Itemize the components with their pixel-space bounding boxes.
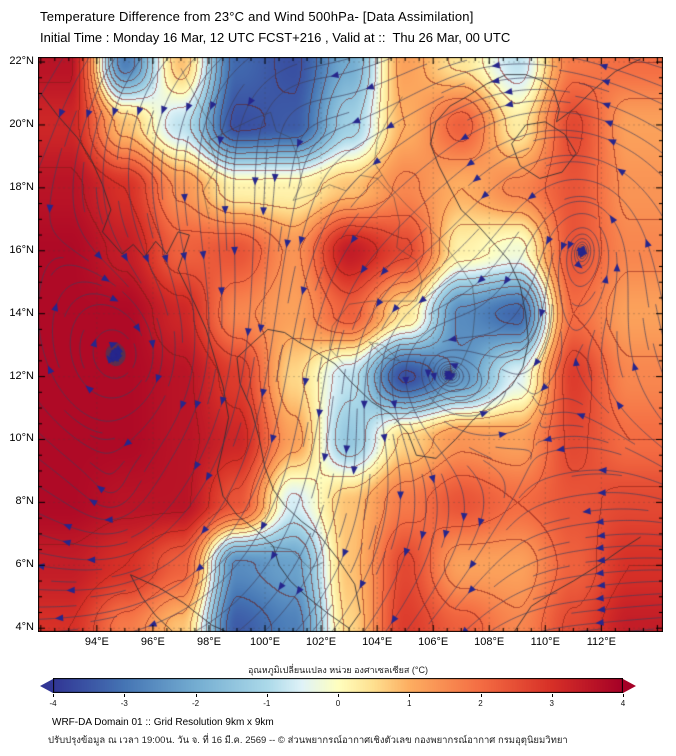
colorbar-tick-value: -3: [120, 699, 128, 708]
x-tick-label: 98°E: [196, 636, 221, 648]
colorbar-tick-mark: [124, 694, 126, 697]
colorbar: [0, 678, 676, 693]
colorbar-tick-mark: [338, 694, 339, 697]
chart-subtitle: Initial Time : Monday 16 Mar, 12 UTC FCS…: [40, 30, 511, 45]
map-canvas: [38, 57, 663, 632]
x-tick-label: 96°E: [140, 636, 165, 648]
colorbar-tick-value: 4: [620, 699, 626, 708]
x-tick-label: 106°E: [418, 636, 449, 648]
colorbar-gradient: [53, 678, 623, 693]
colorbar-tick-value: 2: [478, 699, 483, 708]
x-tick-label: 94°E: [84, 636, 109, 648]
footer-domain-info: WRF-DA Domain 01 :: Grid Resolution 9km …: [52, 717, 274, 728]
colorbar-left-arrow-icon: [40, 678, 53, 693]
colorbar-tick-mark: [266, 694, 268, 697]
colorbar-tick-value: 1: [407, 699, 412, 708]
x-tick-label: 108°E: [474, 636, 505, 648]
colorbar-right-arrow-icon: [623, 678, 636, 693]
x-tick-label: 110°E: [530, 636, 560, 648]
colorbar-tick-value: -2: [191, 699, 200, 708]
colorbar-tick-mark: [480, 694, 482, 697]
x-tick-label: 100°E: [249, 636, 281, 648]
colorbar-tick-mark: [53, 694, 54, 697]
colorbar-tick-value: -1: [263, 699, 271, 708]
chart-title: Temperature Difference from 23°C and Win…: [40, 9, 474, 24]
x-tick-label: 104°E: [362, 636, 393, 648]
y-tick-label: 14°N: [9, 306, 34, 319]
y-tick-label: 10°N: [9, 432, 34, 445]
footer-update-info: ปรับปรุงข้อมูล ณ เวลา 19:00น. วัน จ. ที่…: [48, 735, 568, 746]
y-tick-label: 8°N: [15, 495, 34, 508]
colorbar-tick-mark: [195, 694, 197, 697]
colorbar-tick-labels: -4 -3 -2 -1 0 1 2 3 4: [49, 694, 625, 710]
y-tick-label: 20°N: [9, 117, 34, 130]
y-tick-label: 6°N: [15, 558, 34, 571]
colorbar-tick-mark: [409, 694, 411, 697]
y-tick-label: 16°N: [9, 243, 34, 256]
colorbar-tick-value: 3: [549, 699, 554, 708]
y-tick-label: 18°N: [9, 180, 34, 193]
y-tick-label: 22°N: [9, 55, 34, 68]
y-tick-label: 4°N: [15, 621, 34, 634]
colorbar-tick-mark: [623, 694, 624, 697]
colorbar-label: อุณหภูมิเปลี่ยนแปลง หน่วย องศาเซลเซียส (…: [248, 665, 428, 675]
colorbar-tick-mark: [551, 694, 553, 697]
x-tick-label: 102°E: [306, 636, 337, 648]
map-plot: 22°N 20°N 18°N 16°N 14°N 12°N 10°N 8°N 6°N 4°N 94…: [9, 55, 663, 648]
colorbar-tick-value: 0: [335, 699, 341, 708]
y-tick-label: 12°N: [9, 369, 34, 382]
x-tick-label: 112°E: [586, 636, 616, 648]
colorbar-tick-value: -4: [49, 699, 57, 708]
